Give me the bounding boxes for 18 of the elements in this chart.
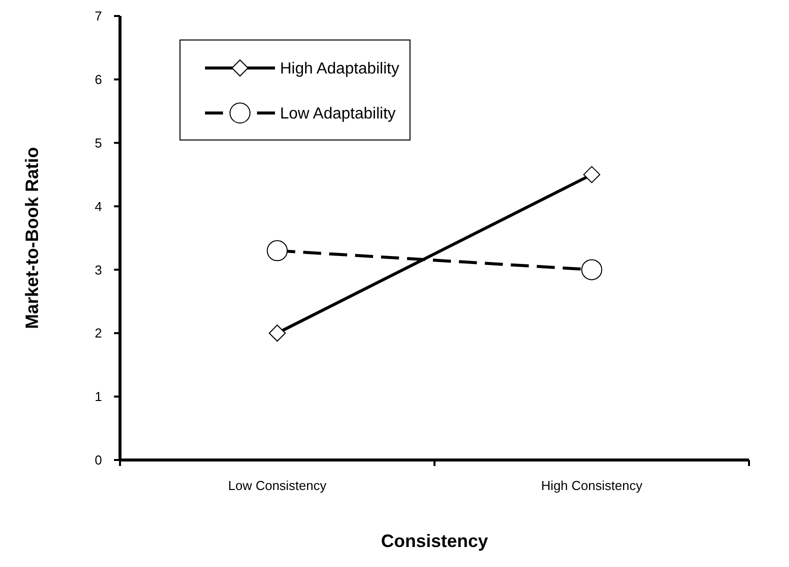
x-tick-label: Low Consistency [228, 478, 327, 493]
point [581, 259, 602, 280]
y-tick-label: 6 [94, 72, 102, 87]
y-tick-label: 2 [94, 326, 102, 341]
y-tick-label: 7 [94, 8, 102, 24]
y-tick-label: 4 [94, 198, 102, 214]
y-tick-label: 5 [94, 135, 102, 150]
legend-label: High Adaptability [280, 60, 400, 78]
y-axis-title: Market-to-Book Ratio [22, 146, 42, 330]
x-tick-label: High Consistency [541, 478, 643, 493]
legend-label: Low Adaptability [280, 106, 396, 123]
point [266, 240, 288, 262]
y-tick-label: 0 [94, 452, 102, 468]
x-axis-title: Consistency [380, 531, 488, 551]
y-tick-label: 3 [94, 262, 102, 278]
point [268, 324, 286, 342]
y-tick-label: 1 [94, 389, 102, 404]
point [583, 166, 600, 184]
